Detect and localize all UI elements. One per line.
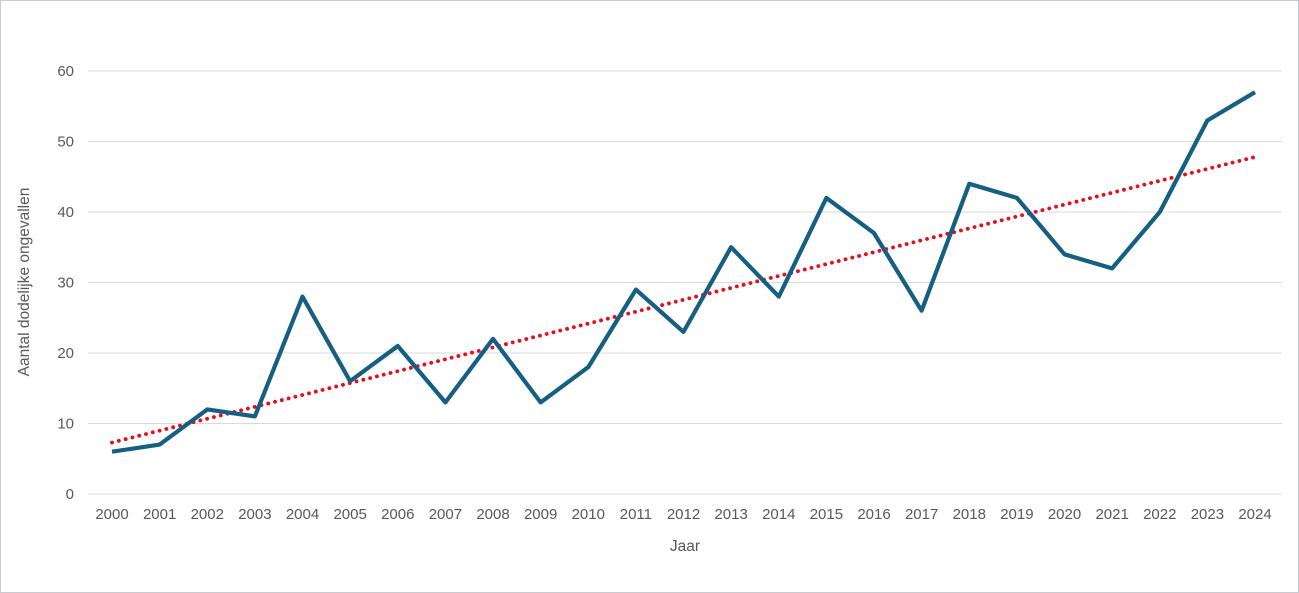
y-tick-label: 30: [57, 275, 74, 292]
x-tick-label: 2024: [1238, 506, 1271, 523]
x-tick-label: 2003: [238, 506, 271, 523]
x-tick-label: 2009: [524, 506, 557, 523]
x-tick-label: 2018: [953, 506, 986, 523]
x-tick-label: 2007: [429, 506, 462, 523]
x-axis-tick-labels: 2000 2001 2002 2003 2004 2005 2006 2007 2008 2009…: [95, 506, 1271, 523]
x-tick-label: 2004: [286, 506, 319, 523]
x-axis-title: Jaar: [670, 538, 700, 555]
y-tick-label: 0: [66, 486, 74, 503]
x-tick-label: 2001: [143, 506, 176, 523]
trendline-dotted: [110, 155, 1257, 445]
x-tick-label: 2005: [333, 506, 366, 523]
y-axis-tick-labels: 0 10 20 30 40 50 60: [57, 63, 74, 503]
x-tick-label: 2022: [1143, 506, 1176, 523]
x-tick-label: 2011: [620, 506, 652, 523]
x-tick-label: 2000: [95, 506, 128, 523]
y-tick-label: 60: [57, 63, 74, 80]
x-tick-label: 2006: [381, 506, 414, 523]
y-tick-label: 40: [57, 204, 74, 221]
y-axis-title: Aantal dodelijke ongevallen: [16, 188, 33, 377]
x-tick-label: 2015: [810, 506, 843, 523]
x-tick-label: 2012: [667, 506, 700, 523]
data-series-line: [111, 90, 1257, 454]
x-tick-label: 2014: [762, 506, 795, 523]
x-tick-label: 2020: [1048, 506, 1081, 523]
x-tick-label: 2017: [905, 506, 938, 523]
y-tick-label: 50: [57, 134, 74, 151]
x-tick-label: 2023: [1191, 506, 1224, 523]
y-tick-label: 20: [57, 345, 74, 362]
x-tick-label: 2008: [476, 506, 509, 523]
y-tick-label: 10: [57, 416, 74, 433]
x-tick-label: 2010: [572, 506, 605, 523]
x-tick-label: 2013: [714, 506, 747, 523]
x-tick-label: 2021: [1095, 506, 1128, 523]
x-tick-label: 2019: [1000, 506, 1033, 523]
x-tick-label: 2016: [857, 506, 890, 523]
gridlines: [88, 70, 1282, 495]
x-tick-label: 2002: [191, 506, 224, 523]
